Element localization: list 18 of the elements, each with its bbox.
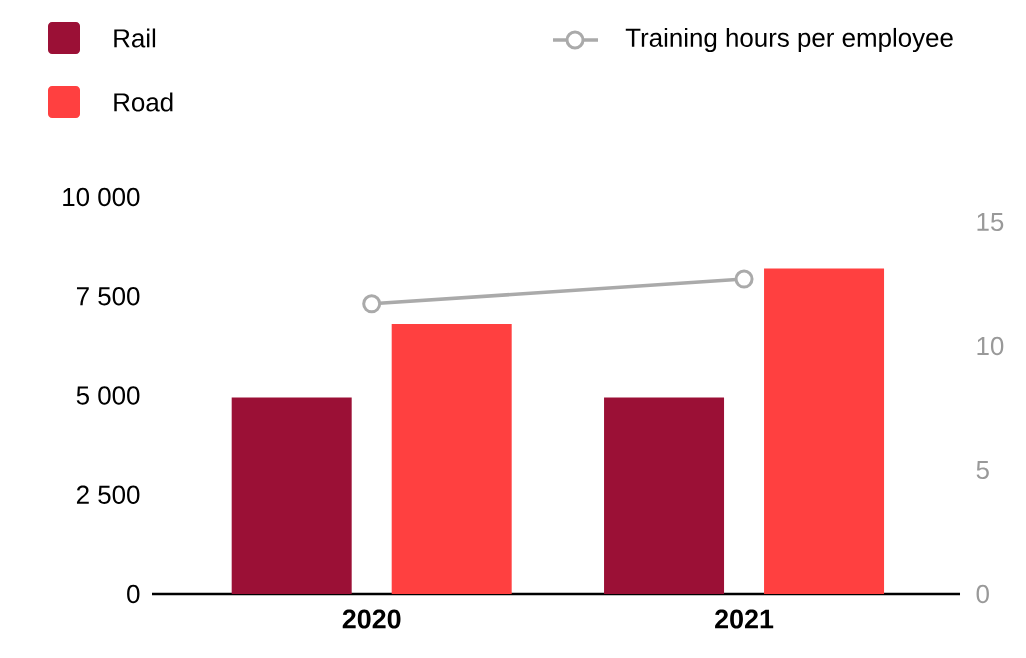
x-tick-label: 2021 [715,609,774,629]
y-tick-label: 10 000 [63,187,140,207]
y2-tick-label: 0 [976,584,989,604]
y2-tick-label: 15 [977,212,1004,232]
bar [231,397,352,594]
x-tick-label: 2020 [342,609,401,629]
y-tick-label: 0 [127,584,140,604]
legend-label: Training hours per employee [625,27,953,53]
legend-label: Road [114,92,173,112]
y2-tick-label: 5 [976,460,989,480]
y-tick-label: 7 500 [76,287,140,306]
bar [604,397,725,594]
bar [391,324,512,594]
bar [764,268,885,594]
y-tick-label: 5 000 [76,386,140,405]
y-tick-label: 2 500 [76,485,140,504]
legend-label: Rail [114,28,156,48]
y2-tick-label: 10 [977,336,1004,356]
